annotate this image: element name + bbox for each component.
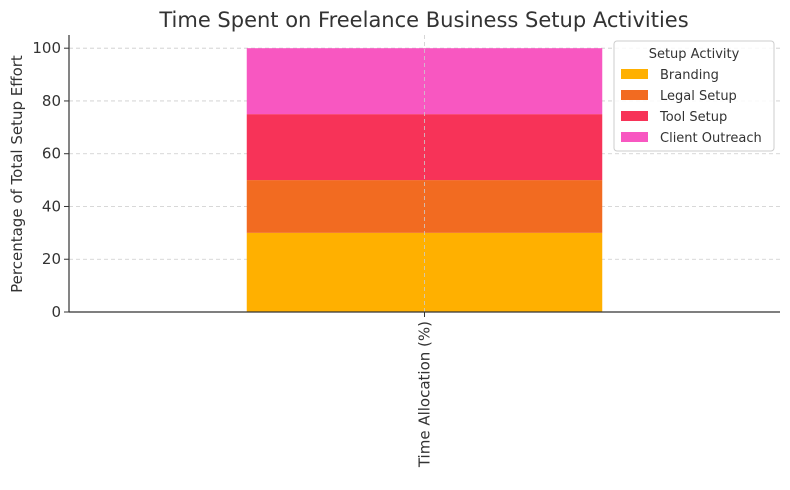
- legend-label-legal-setup: Legal Setup: [660, 89, 737, 104]
- y-tick-label: 100: [32, 39, 61, 57]
- y-tick-label: 20: [42, 250, 61, 268]
- y-axis-label: Percentage of Total Setup Effort: [8, 55, 26, 293]
- legend-swatch-tool-setup: [621, 111, 648, 121]
- legend-swatch-legal-setup: [621, 90, 648, 100]
- legend-label-client-outreach: Client Outreach: [660, 131, 762, 146]
- legend: Setup Activity Branding Legal Setup Tool Se…: [613, 40, 775, 152]
- x-tick-label: Time Allocation (%): [416, 321, 434, 468]
- legend-swatch-branding: [621, 69, 648, 79]
- bar-segment-branding: [246, 232, 603, 312]
- legend-label-branding: Branding: [660, 68, 719, 83]
- legend-swatch-client-outreach: [621, 132, 648, 142]
- x-ticks: Time Allocation (%): [416, 312, 434, 468]
- y-tick-label: 40: [42, 197, 61, 215]
- legend-box: [613, 40, 775, 152]
- legend-label-tool-setup: Tool Setup: [659, 110, 727, 125]
- y-tick-label: 0: [51, 303, 61, 321]
- legend-title: Setup Activity: [649, 47, 740, 62]
- chart-title: Time Spent on Freelance Business Setup A…: [158, 8, 688, 32]
- y-tick-label: 60: [42, 145, 61, 163]
- y-ticks: 0 20 40 60 80 100: [32, 39, 69, 321]
- y-tick-label: 80: [42, 92, 61, 110]
